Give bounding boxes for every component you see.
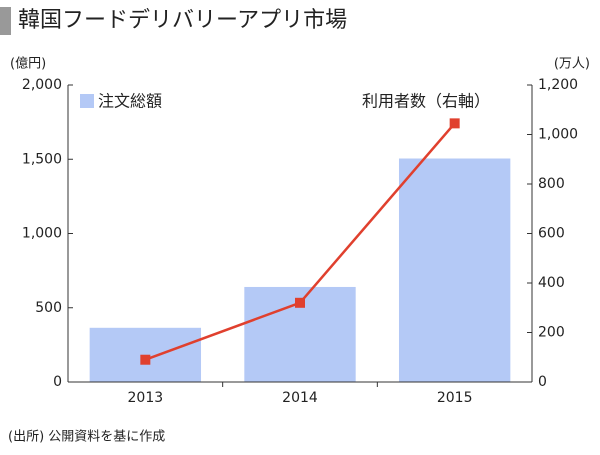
- y2-tick-label: 200: [538, 325, 565, 341]
- y-tick-label: 0: [53, 374, 62, 390]
- y2-tick-label: 0: [538, 374, 547, 390]
- legend-label: 利用者数（右軸）: [362, 92, 490, 111]
- chart-title: 韓国フードデリバリーアプリ市場: [18, 8, 347, 33]
- y-tick-label: 2,000: [22, 77, 62, 93]
- source-note: (出所) 公開資料を基に作成: [8, 430, 165, 445]
- y2-tick-label: 1,200: [538, 77, 578, 93]
- y-tick-label: 1,000: [22, 226, 62, 242]
- y-tick-label: 500: [35, 300, 62, 316]
- title-marker: [0, 7, 11, 35]
- y2-axis-unit: (万人): [554, 57, 590, 72]
- x-tick-label: 2014: [282, 390, 318, 406]
- legend-swatch: [80, 94, 94, 108]
- line-marker: [295, 297, 305, 308]
- x-tick-label: 2015: [437, 390, 473, 406]
- y2-tick-label: 600: [538, 226, 565, 242]
- y2-tick-label: 400: [538, 275, 565, 291]
- y2-tick-label: 800: [538, 176, 565, 192]
- line-marker: [449, 118, 460, 129]
- legend-label: 注文総額: [98, 92, 162, 111]
- y-axis-unit: (億円): [10, 56, 46, 72]
- y-tick-label: 1,500: [22, 151, 62, 167]
- line-marker: [140, 354, 151, 365]
- y2-tick-label: 1,000: [538, 127, 578, 143]
- bar: [398, 158, 511, 382]
- x-tick-label: 2013: [128, 390, 164, 406]
